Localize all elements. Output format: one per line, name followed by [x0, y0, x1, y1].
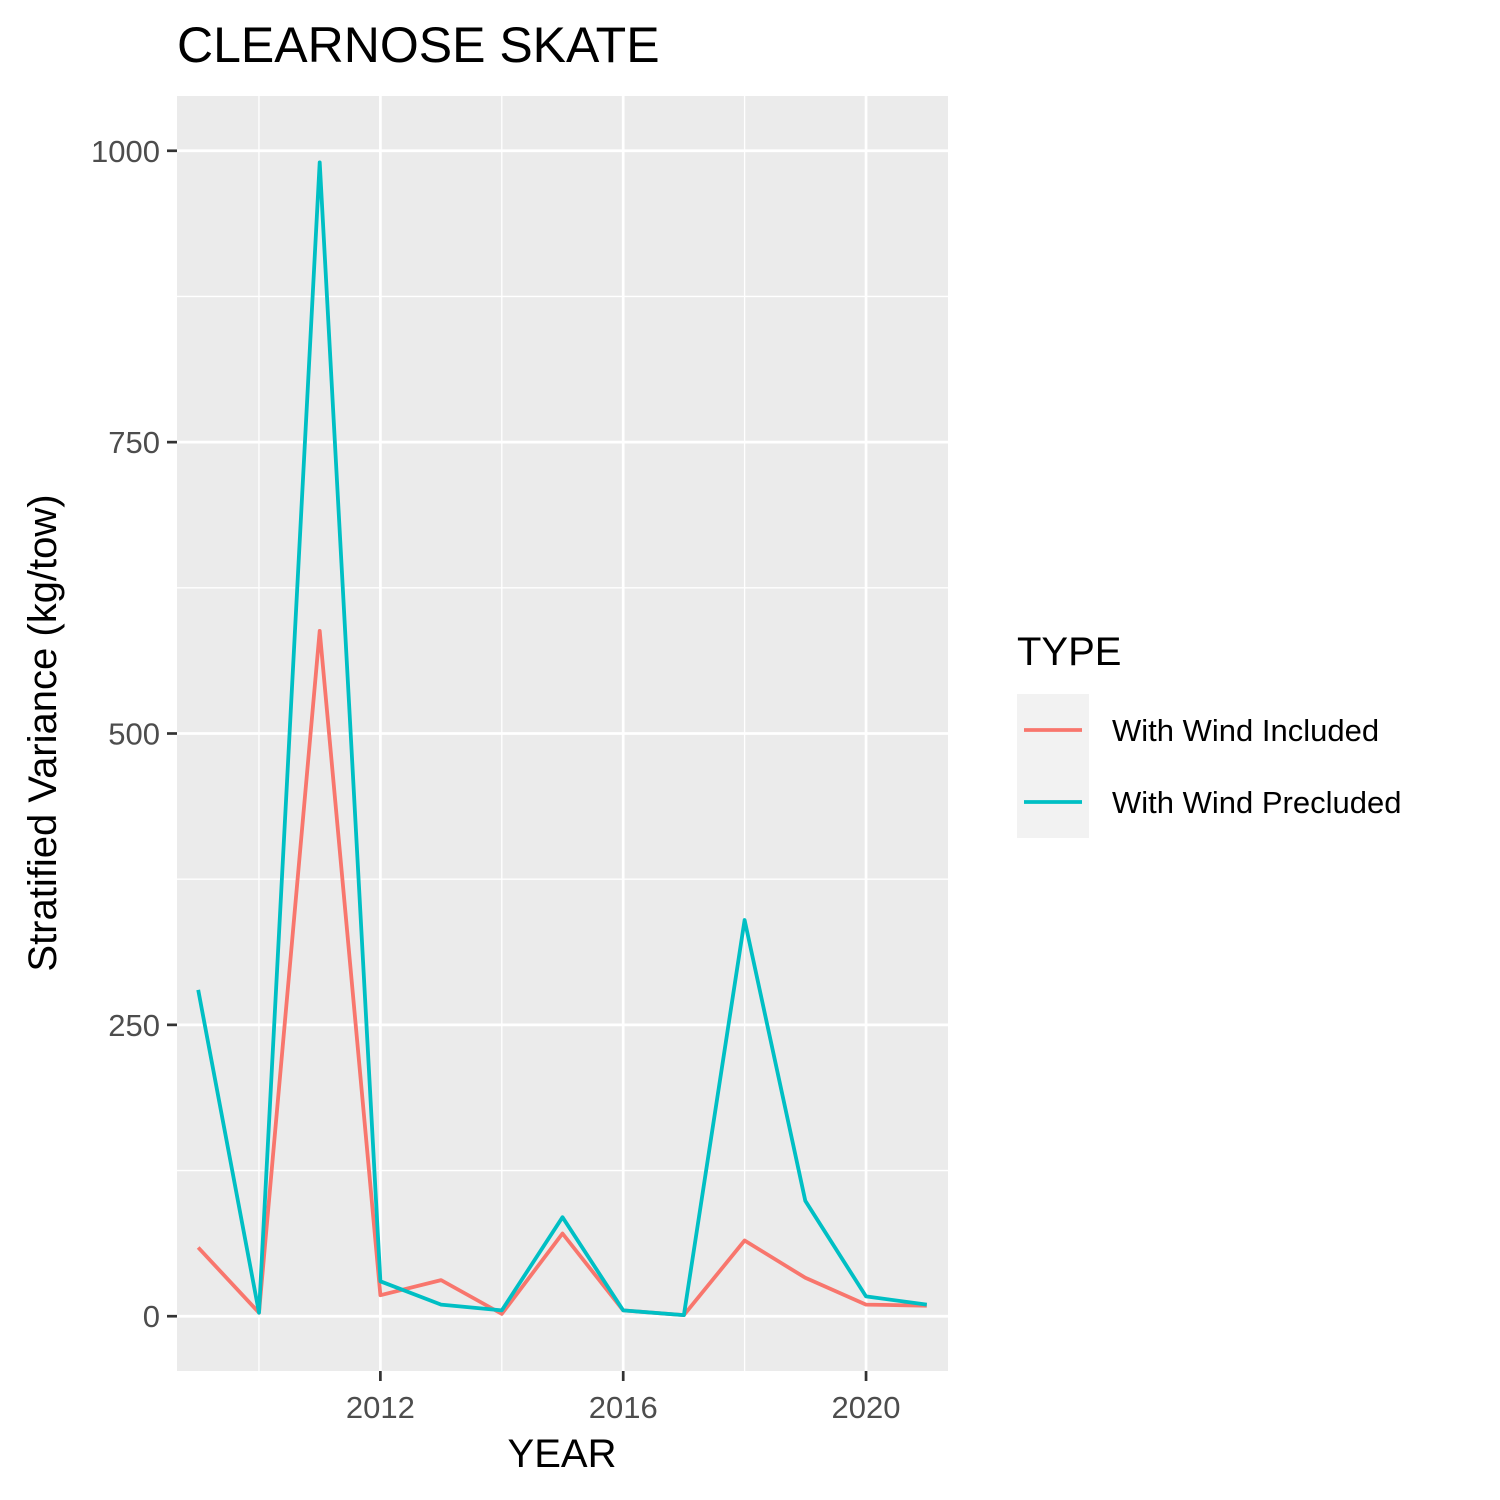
y-tick-label: 250: [108, 1008, 160, 1043]
legend-label: With Wind Precluded: [1112, 785, 1401, 820]
y-tick-label: 1000: [91, 134, 160, 169]
series-lines: [196, 160, 928, 1317]
legend-key-background: [1017, 694, 1089, 838]
legend-title: TYPE: [1017, 630, 1121, 674]
major-gridlines: [177, 96, 948, 1371]
y-tick-label: 750: [108, 425, 160, 460]
legend-items: With Wind Included With Wind Precluded: [1024, 713, 1401, 820]
x-axis-title: YEAR: [508, 1432, 617, 1476]
series-line-with-wind-included: [196, 629, 927, 1317]
x-tick-label: 2020: [832, 1390, 901, 1425]
x-axis: 2012 2016 2020: [346, 1371, 901, 1425]
legend-label: With Wind Included: [1112, 713, 1379, 748]
x-tick-label: 2012: [346, 1390, 415, 1425]
chart-title: CLEARNOSE SKATE: [177, 17, 660, 73]
y-tick-label: 500: [108, 717, 160, 752]
x-tick-label: 2016: [589, 1390, 658, 1425]
series-line-with-wind-precluded: [196, 160, 928, 1317]
y-axis: 0 250 500 750 1000: [91, 134, 177, 1334]
y-axis-title: Stratified Variance (kg/tow): [21, 494, 65, 971]
y-tick-label: 0: [143, 1299, 160, 1334]
legend: TYPE With Wind Included With Wind Preclud…: [1017, 630, 1401, 838]
